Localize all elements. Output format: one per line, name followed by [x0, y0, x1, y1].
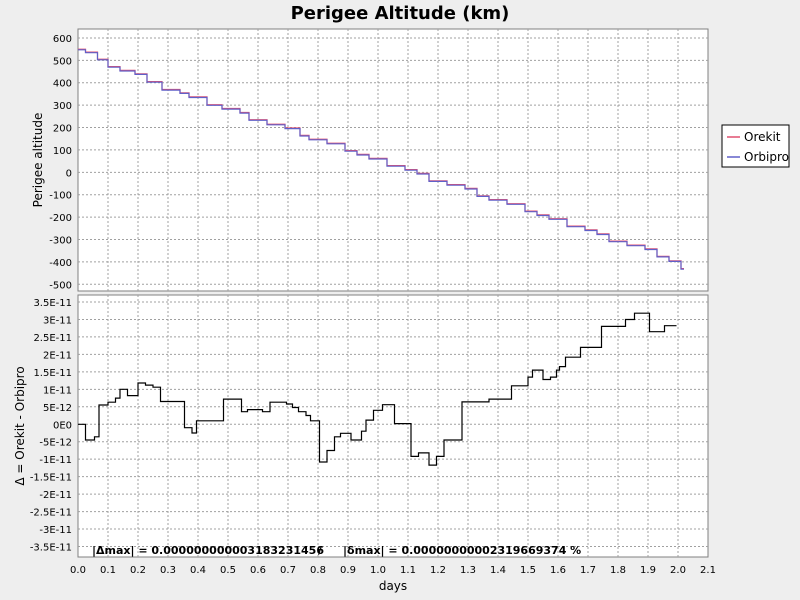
bottom-y-tick-label: 3.5E-11 [33, 298, 72, 309]
bottom-y-tick-label: -5E-12 [39, 438, 72, 449]
bottom-y-tick-label: 5E-12 [43, 403, 72, 414]
top-y-tick-label: 400 [53, 79, 72, 90]
bottom-y-tick-label: -3.5E-11 [30, 543, 72, 554]
top-y-tick-label: 0 [66, 168, 72, 179]
delta-series-line [78, 312, 677, 466]
x-axis-label: days [379, 579, 407, 593]
x-tick-label: 0.0 [70, 565, 86, 576]
x-tick-label: 0.5 [220, 565, 236, 576]
bottom-y-tick-label: -1E-11 [39, 455, 72, 466]
top-y-tick-label: -100 [49, 191, 72, 202]
chart-title: Perigee Altitude (km) [291, 3, 510, 24]
x-tick-label: 0.2 [130, 565, 146, 576]
bottom-y-tick-label: -2E-11 [39, 490, 72, 501]
x-tick-label: 0.7 [280, 565, 296, 576]
bottom-y-axis-label: Δ = Orekit - Orbipro [13, 366, 27, 485]
top-y-tick-labels: 600 500 400 300 200 100 0 -100 -200 -300 -400 -500 [49, 34, 72, 291]
x-tick-label: 0.6 [250, 565, 266, 576]
bottom-y-tick-labels: 3.5E-11 3E-11 2.5E-11 2E-11 1.5E-11 1E-11 5E-1… [30, 298, 72, 554]
x-tick-label: 1.6 [550, 565, 566, 576]
x-tick-label: 1.1 [400, 565, 416, 576]
x-tick-label: 0.8 [310, 565, 326, 576]
x-tick-label: 1.4 [490, 565, 506, 576]
bottom-y-tick-label: 2.5E-11 [33, 333, 72, 344]
x-tick-label: 1.7 [580, 565, 596, 576]
bottom-y-tick-label: 0E0 [53, 420, 72, 431]
delta-max-annotation: |Δmax| = 0.000000000003183231456 [92, 544, 324, 557]
legend: Orekit Orbipro [721, 124, 790, 168]
bottom-plot-grid [78, 295, 708, 557]
top-y-tick-label: 300 [53, 101, 72, 112]
x-tick-label: 1.0 [370, 565, 386, 576]
bottom-y-tick-label: -1.5E-11 [30, 473, 72, 484]
delta-rel-max-annotation: |δmax| = 0.00000000002319669374 % [343, 544, 581, 557]
top-y-tick-label: 100 [53, 146, 72, 157]
top-y-tick-label: 200 [53, 124, 72, 135]
annotation-separator: / [318, 544, 323, 557]
x-tick-label: 0.9 [340, 565, 356, 576]
x-tick-label: 0.3 [160, 565, 176, 576]
bottom-y-tick-label: -3E-11 [39, 525, 72, 536]
top-y-tick-label: -500 [49, 280, 72, 291]
bottom-y-tick-label: 1.5E-11 [33, 368, 72, 379]
top-y-tick-label: 500 [53, 56, 72, 67]
top-y-tick-label: -300 [49, 235, 72, 246]
bottom-plot-area [77, 294, 709, 558]
x-tick-label: 1.2 [430, 565, 446, 576]
legend-label-orbipro: Orbipro [744, 150, 789, 164]
x-tick-label: 2.1 [700, 565, 716, 576]
x-tick-label: 1.8 [610, 565, 626, 576]
bottom-y-tick-label: 1E-11 [43, 385, 72, 396]
legend-label-orekit: Orekit [744, 130, 781, 144]
x-tick-label: 0.1 [100, 565, 116, 576]
top-y-tick-label: -400 [49, 258, 72, 269]
bottom-y-tick-label: 3E-11 [43, 315, 72, 326]
bottom-plot-series [78, 312, 677, 466]
x-tick-label: 1.9 [640, 565, 656, 576]
top-y-tick-label: 600 [53, 34, 72, 45]
bottom-y-tick-label: -2.5E-11 [30, 508, 72, 519]
top-plot-series [78, 48, 684, 270]
series-line-orbipro [78, 49, 684, 270]
x-tick-label: 1.3 [460, 565, 476, 576]
top-y-tick-label: -200 [49, 213, 72, 224]
top-plot-area [77, 28, 709, 292]
x-tick-label: 0.4 [190, 565, 206, 576]
top-y-axis-label: Perigee altitude [31, 113, 45, 208]
x-tick-labels: 0.0 0.1 0.2 0.3 0.4 0.5 0.6 0.7 0.8 0.9 1.0 1.1 1.2 1… [70, 565, 716, 576]
top-plot-grid [78, 29, 708, 291]
bottom-y-tick-label: 2E-11 [43, 350, 72, 361]
x-tick-label: 2.0 [670, 565, 686, 576]
x-tick-label: 1.5 [520, 565, 536, 576]
